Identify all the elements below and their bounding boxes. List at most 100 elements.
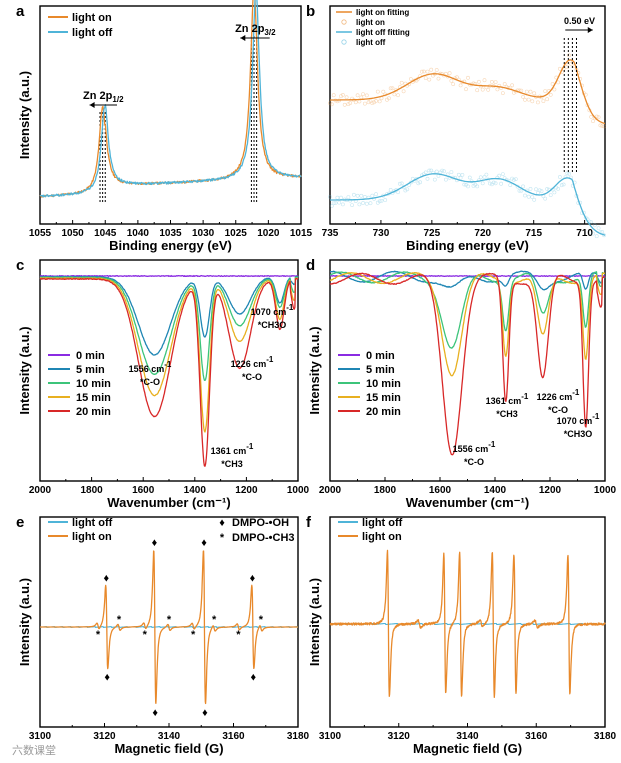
x-tick-label: 1030 <box>192 228 215 239</box>
legend-label: light off <box>72 517 113 529</box>
x-tick-label: 1015 <box>290 228 313 239</box>
legend-swatch <box>341 19 347 25</box>
panel-letter: b <box>306 3 315 20</box>
dmpo-oh-marker: ♦ <box>250 672 256 684</box>
x-axis-label: Binding energy (eV) <box>406 238 529 253</box>
legend-label: 15 min <box>366 392 401 404</box>
x-tick-label: 1000 <box>594 485 617 496</box>
series-line-light-off <box>39 0 302 198</box>
band-annotation-value: 1556 cm-1 <box>453 440 496 454</box>
dmpo-ch3-marker: * <box>259 614 264 626</box>
panel-letter: d <box>306 257 315 274</box>
x-axis-label: Wavenumber (cm⁻¹) <box>107 495 230 510</box>
series-line-15-min <box>39 277 299 433</box>
fit-line-light-off <box>330 173 606 236</box>
x-tick-label: 1400 <box>184 485 207 496</box>
legend-label: 15 min <box>76 392 111 404</box>
marker-legend-symbol: * <box>220 532 225 544</box>
shift-arrow-head <box>89 102 95 108</box>
x-tick-label: 3120 <box>388 731 411 742</box>
x-tick-label: 1055 <box>29 228 52 239</box>
legend-label: light off <box>356 38 386 47</box>
peak-annotation-label: Zn 2p3/2 <box>235 23 276 37</box>
x-tick-label: 1200 <box>235 485 258 496</box>
band-annotation-species: *CH3 <box>221 459 243 469</box>
legend-label: 0 min <box>366 350 395 362</box>
x-tick-label: 3160 <box>222 731 245 742</box>
fit-line-light-on <box>330 59 606 125</box>
dmpo-ch3-marker: * <box>96 629 101 641</box>
y-axis-label: Intensity (a.u.) <box>17 326 32 414</box>
series-line-10-min <box>330 271 605 349</box>
legend: 0 min 5 min 10 min 15 min 20 min <box>48 350 111 418</box>
x-tick-label: 3180 <box>594 731 617 742</box>
dmpo-ch3-marker: * <box>143 629 148 641</box>
x-tick-label: 720 <box>474 228 491 239</box>
band-annotation-value: 1556 cm-1 <box>129 360 172 374</box>
x-tick-label: 710 <box>576 228 593 239</box>
band-annotation-species: *C-O <box>140 377 160 387</box>
dmpo-oh-marker: ♦ <box>104 672 110 684</box>
band-annotation-species: *CH3 <box>496 409 518 419</box>
series-line-20-min <box>329 272 606 456</box>
legend: 0 min 5 min 10 min 15 min 20 min <box>338 350 401 418</box>
axes-frame <box>329 516 606 728</box>
shift-annotation-label: 0.50 eV <box>564 16 595 26</box>
dmpo-oh-marker: ♦ <box>202 707 208 719</box>
y-axis-label: Intensity (a.u.) <box>17 71 32 159</box>
dmpo-oh-marker: ♦ <box>201 537 207 549</box>
series-line-light-on <box>329 549 606 698</box>
legend-label: light off <box>72 27 113 39</box>
panel-d: 2000 1800 1600 1400 1200 1000 Wavenumber (cm⁻¹… <box>306 257 617 510</box>
legend: light on light off <box>48 12 113 39</box>
watermark-text: 六数课堂 <box>12 744 56 757</box>
y-axis-label: Intensity (a.u.) <box>307 578 322 666</box>
legend-label: light on fitting <box>356 8 409 17</box>
x-tick-label: 1600 <box>132 485 155 496</box>
dmpo-oh-marker: ♦ <box>152 707 158 719</box>
x-tick-label: 3160 <box>525 731 548 742</box>
dmpo-oh-marker: ♦ <box>152 537 158 549</box>
legend: light off light on <box>48 517 113 543</box>
x-axis-label: Magnetic field (G) <box>413 741 522 756</box>
legend-label: 5 min <box>366 364 395 376</box>
legend-label: light on <box>356 18 385 27</box>
series-line-20-min <box>39 277 299 467</box>
legend-label: 10 min <box>366 378 401 390</box>
legend-label: light off fitting <box>356 28 410 37</box>
x-tick-label: 1200 <box>539 485 562 496</box>
panel-letter: f <box>306 514 312 531</box>
marker-legend-label: DMPO-•OH <box>232 517 289 529</box>
band-annotation-value: 1070 cm-1 <box>557 412 600 426</box>
peak-annotation-label: Zn 2p1/2 <box>83 90 124 104</box>
panel-e: 3100 3120 3140 3160 3180 Magnetic field (G) In… <box>16 514 310 756</box>
dmpo-ch3-marker: * <box>236 629 241 641</box>
legend-label: 20 min <box>76 406 111 418</box>
band-annotation-species: *C-O <box>464 457 484 467</box>
dmpo-oh-marker: ♦ <box>250 572 256 584</box>
x-tick-label: 1600 <box>429 485 452 496</box>
legend-label: light on <box>362 531 402 543</box>
x-tick-label: 1800 <box>80 485 103 496</box>
band-annotation-value: 1226 cm-1 <box>231 355 274 369</box>
panel-letter: a <box>16 3 25 20</box>
x-tick-label: 730 <box>373 228 390 239</box>
legend-label: 0 min <box>76 350 105 362</box>
x-tick-label: 1025 <box>225 228 248 239</box>
series-line-10-min <box>39 276 299 382</box>
legend-label: 5 min <box>76 364 105 376</box>
x-tick-label: 1800 <box>374 485 397 496</box>
band-annotation-species: *C-O <box>242 372 262 382</box>
shift-arrow-head <box>240 35 246 41</box>
x-tick-label: 3140 <box>158 731 181 742</box>
x-tick-label: 1400 <box>484 485 507 496</box>
band-annotation-value: 1070 cm-1 <box>251 303 294 317</box>
marker-legend-label: DMPO-•CH3 <box>232 532 295 544</box>
legend-label: 10 min <box>76 378 111 390</box>
series-line-15-min <box>329 271 605 377</box>
panel-b: 735 730 725 720 715 710 Binding energy (eV) b 0.… <box>306 3 607 253</box>
y-axis-label: Intensity (a.u.) <box>17 578 32 666</box>
panel-c: 2000 1800 1600 1400 1200 1000 Wavenumber (cm⁻¹… <box>16 257 310 510</box>
panel-f: 3100 3120 3140 3160 3180 Magnetic field (G) In… <box>306 514 617 756</box>
